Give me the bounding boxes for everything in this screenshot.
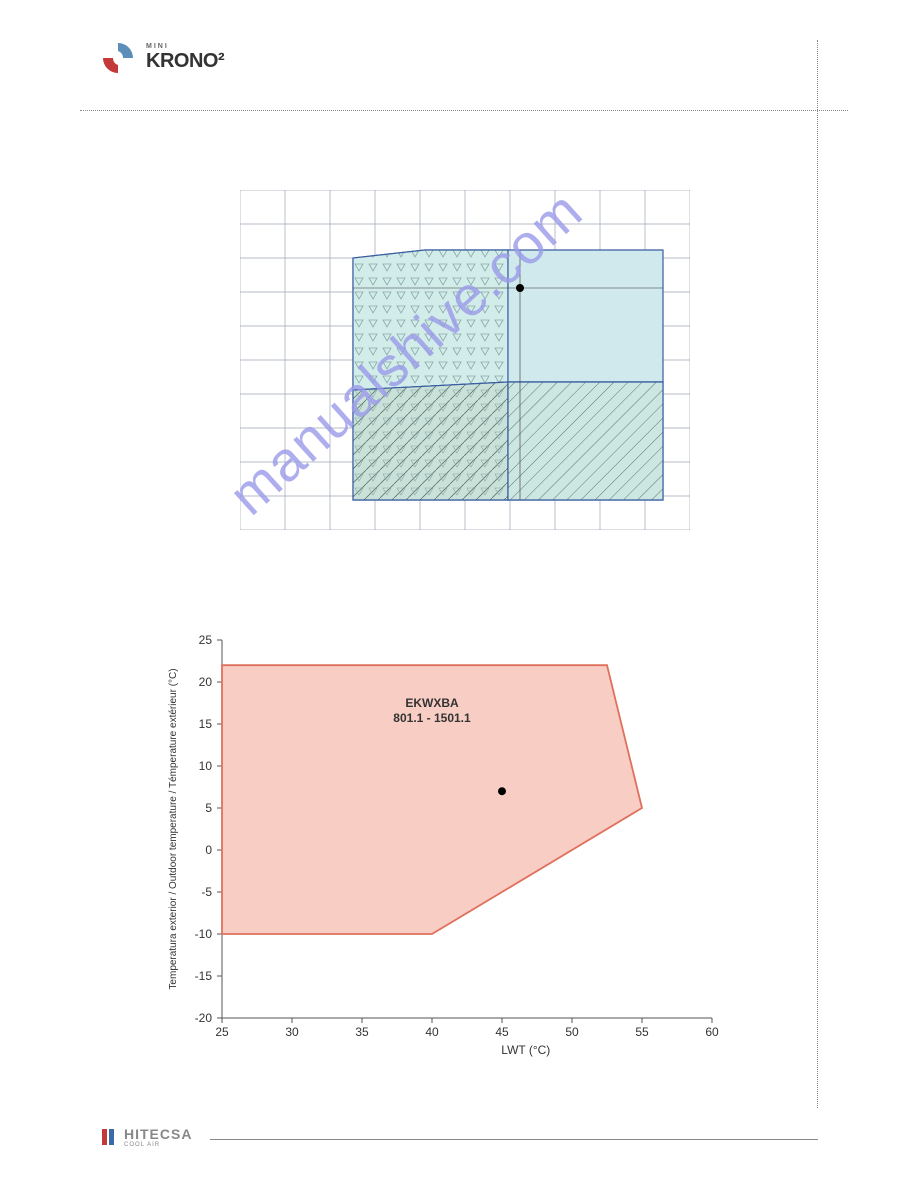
- heating-envelope-chart: 25 30 35 40 45 50 55 60 -20 -15 -10 -5 0 5 10 15 20 25 LWT…: [160, 630, 720, 1060]
- document-page: { "header": { "brand_mini": "MINI", "bra…: [0, 0, 918, 1188]
- svg-text:Temperatura exterior / Outdoor: Temperatura exterior / Outdoor temperatu…: [168, 668, 179, 989]
- right-margin-divider: [817, 40, 818, 1108]
- svg-text:-15: -15: [195, 969, 213, 983]
- svg-text:801.1 - 1501.1: 801.1 - 1501.1: [393, 711, 471, 725]
- svg-text:10: 10: [199, 759, 213, 773]
- svg-text:-5: -5: [201, 885, 212, 899]
- svg-text:60: 60: [705, 1025, 719, 1039]
- svg-text:55: 55: [635, 1025, 649, 1039]
- svg-text:15: 15: [199, 717, 213, 731]
- svg-text:40: 40: [425, 1025, 439, 1039]
- svg-text:45: 45: [495, 1025, 509, 1039]
- footer-sub-text: COOL AIR: [124, 1142, 192, 1148]
- svg-text:20: 20: [199, 675, 213, 689]
- svg-text:5: 5: [205, 801, 212, 815]
- svg-text:-10: -10: [195, 927, 213, 941]
- footer-brand-text: HITECSA: [124, 1126, 192, 1142]
- brand-mini-text: MINI: [146, 43, 224, 50]
- operating-region-grid-chart: [240, 190, 690, 530]
- svg-text:LWT (°C): LWT (°C): [501, 1043, 550, 1057]
- svg-text:30: 30: [285, 1025, 299, 1039]
- header-divider: [80, 110, 848, 111]
- svg-text:EKWXBA: EKWXBA: [405, 696, 459, 710]
- svg-text:-20: -20: [195, 1011, 213, 1025]
- svg-text:0: 0: [205, 843, 212, 857]
- brand-main-text: KRONO²: [146, 50, 224, 73]
- footer-brand: HITECSA COOL AIR: [100, 1126, 192, 1148]
- svg-text:25: 25: [199, 633, 213, 647]
- brand-header: MINI KRONO²: [100, 40, 224, 76]
- svg-text:35: 35: [355, 1025, 369, 1039]
- svg-text:50: 50: [565, 1025, 579, 1039]
- hitecsa-icon: [100, 1127, 116, 1147]
- krono-swirl-icon: [100, 40, 136, 76]
- svg-text:25: 25: [215, 1025, 229, 1039]
- footer-divider: [210, 1139, 818, 1140]
